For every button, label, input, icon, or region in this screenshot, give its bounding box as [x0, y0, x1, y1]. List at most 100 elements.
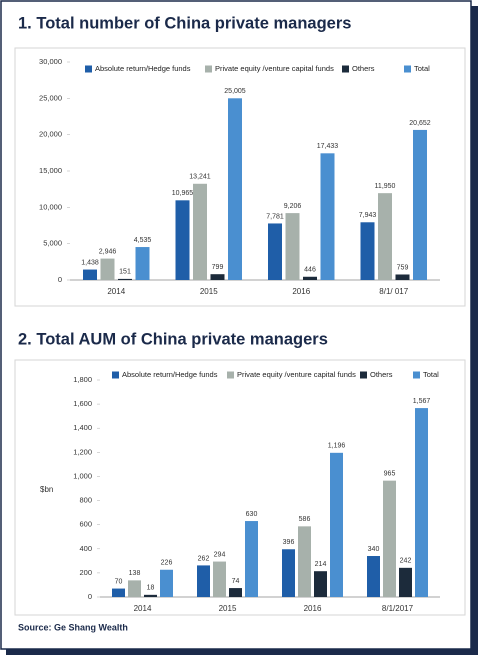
bar	[197, 565, 210, 597]
y-tick-label: 200	[79, 568, 92, 577]
chart-box	[14, 47, 466, 307]
bar	[399, 567, 412, 597]
legend-swatch	[342, 65, 349, 73]
bar	[378, 193, 392, 280]
value-label: 4,535	[134, 237, 152, 244]
legend-label: Others	[352, 64, 375, 73]
value-label: 226	[161, 560, 173, 567]
y-tick-label: 800	[79, 496, 92, 505]
value-label: 17,433	[317, 143, 339, 150]
bar	[213, 561, 226, 597]
y-tick-label: 1,000	[73, 471, 92, 480]
value-label: 262	[198, 555, 210, 562]
bar	[360, 222, 375, 280]
x-tick-label: 2016	[304, 604, 322, 613]
value-label: 759	[397, 264, 409, 271]
legend-label: Private equity /venture capital funds	[215, 64, 334, 73]
bar	[83, 269, 97, 280]
y-tick-label: 10,000	[39, 202, 62, 211]
value-label: 151	[119, 269, 131, 276]
y-tick-label: 15,000	[39, 166, 62, 175]
value-label: 10,965	[172, 190, 194, 197]
y-axis-label: $bn	[40, 485, 53, 494]
bar	[210, 274, 225, 280]
bar	[112, 588, 125, 597]
bar	[268, 223, 282, 280]
value-label: 1,567	[413, 398, 431, 405]
value-label: 340	[368, 546, 380, 553]
chart-title: 2. Total AUM of China private managers	[18, 330, 328, 348]
value-label: 1,196	[328, 443, 346, 450]
bar	[228, 98, 242, 280]
bar	[160, 569, 173, 597]
bar	[285, 213, 300, 280]
legend-label: Private equity /venture capital funds	[237, 370, 356, 379]
bar	[135, 247, 150, 280]
bar	[175, 200, 190, 280]
value-label: 586	[299, 516, 311, 523]
value-label: 2,946	[99, 248, 117, 255]
chart-title: 1. Total number of China private manager…	[18, 14, 351, 32]
legend-swatch	[112, 371, 119, 379]
legend-label: Absolute return/Hedge funds	[122, 370, 218, 379]
value-label: 214	[315, 561, 327, 568]
bar	[330, 452, 343, 597]
x-tick-label: 2014	[134, 604, 152, 613]
bar	[282, 549, 295, 597]
source: Source: Ge Shang Wealth	[18, 622, 128, 632]
legend-swatch	[360, 371, 367, 379]
legend-label: Others	[370, 370, 393, 379]
bar	[128, 580, 141, 597]
value-label: 7,943	[359, 212, 377, 219]
y-tick-label: 400	[79, 544, 92, 553]
y-tick-label: 0	[88, 592, 92, 601]
legend-swatch	[227, 371, 234, 379]
y-tick-label: 600	[79, 520, 92, 529]
y-tick-label: 0	[58, 275, 62, 284]
value-label: 799	[212, 264, 224, 271]
x-tick-label: 8/1/ 017	[379, 287, 408, 296]
value-label: 20,652	[409, 120, 431, 127]
bar	[193, 183, 207, 280]
bar	[395, 274, 410, 280]
bar	[100, 258, 115, 280]
value-label: 1,438	[81, 259, 99, 266]
y-tick-label: 1,800	[73, 375, 92, 384]
legend-label: Total	[414, 64, 430, 73]
bar	[118, 278, 132, 280]
value-label: 396	[283, 539, 295, 546]
value-label: 74	[232, 578, 240, 585]
bar	[413, 129, 427, 280]
value-label: 294	[214, 551, 226, 558]
bar	[229, 588, 242, 597]
legend-label: Absolute return/Hedge funds	[95, 64, 191, 73]
x-tick-label: 2016	[292, 287, 310, 296]
legend-swatch	[85, 65, 92, 73]
y-tick-label: 5,000	[43, 239, 62, 248]
legend-label: Total	[423, 370, 439, 379]
value-label: 7,781	[266, 213, 284, 220]
value-label: 18	[147, 585, 155, 592]
x-tick-label: 8/1/2017	[382, 604, 414, 613]
chart-box	[14, 359, 466, 616]
bar	[415, 408, 428, 597]
bar	[383, 480, 396, 597]
legend-swatch	[413, 371, 420, 379]
y-tick-label: 1,600	[73, 399, 92, 408]
bar	[320, 153, 335, 280]
value-label: 630	[246, 511, 258, 518]
x-tick-label: 2015	[219, 604, 237, 613]
legend-swatch	[404, 65, 411, 73]
value-label: 138	[129, 570, 141, 577]
value-label: 70	[115, 578, 123, 585]
bar	[303, 276, 317, 280]
value-label: 965	[384, 471, 396, 478]
value-label: 9,206	[284, 203, 302, 210]
x-tick-label: 2014	[107, 287, 125, 296]
y-tick-label: 25,000	[39, 93, 62, 102]
bar	[298, 526, 311, 597]
value-label: 446	[304, 267, 316, 274]
value-label: 242	[400, 558, 412, 565]
value-label: 13,241	[189, 174, 211, 181]
y-tick-label: 20,000	[39, 130, 62, 139]
